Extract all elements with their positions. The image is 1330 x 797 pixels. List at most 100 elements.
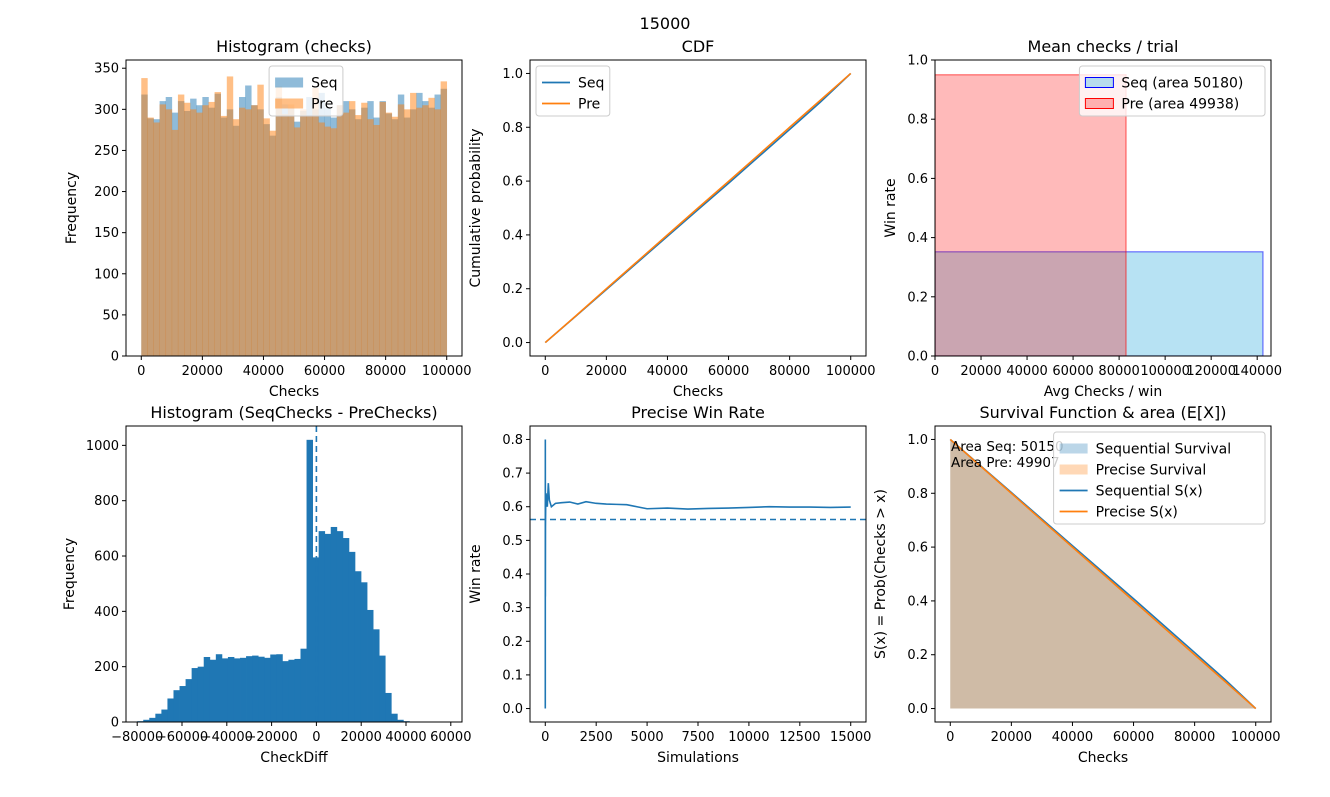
histogram-bar-pre: [410, 92, 417, 356]
histogram-bar-pre: [208, 101, 215, 356]
y-tick-label: 0.4: [502, 228, 523, 243]
histogram-bar-pre: [318, 122, 325, 356]
x-tick-label: 20000: [991, 730, 1032, 745]
legend-entry: Seq: [578, 76, 604, 92]
y-tick-label: 0.2: [502, 635, 523, 650]
histogram-bar: [330, 526, 338, 722]
legend-frame: [1078, 65, 1266, 117]
area-annotation: Area Seq: 50150: [951, 439, 1064, 455]
histogram-bar: [342, 538, 350, 722]
histogram-bar-pre: [300, 109, 307, 356]
histogram-bar-pre: [355, 115, 362, 356]
x-tick-label: 0: [312, 730, 320, 745]
legend-patch-handle: [275, 98, 304, 109]
x-tick-label: 0: [137, 364, 145, 379]
histogram-bar-pre: [348, 101, 356, 356]
histogram-bar: [373, 629, 380, 722]
legend-entry: Precise S(x): [1096, 505, 1178, 521]
histogram-bar-pre: [312, 87, 319, 356]
histogram-bar-pre: [342, 112, 350, 356]
legend-entry: Pre: [578, 97, 600, 113]
histogram-bar-pre: [196, 112, 203, 356]
histogram-bar: [227, 656, 235, 722]
axes-frame: [529, 425, 867, 723]
y-axis-label: Frequency: [62, 538, 78, 610]
legend-frame: [1053, 431, 1266, 525]
y-axis-label: Win rate: [468, 544, 484, 603]
histogram-bar: [161, 709, 168, 722]
x-tick-label: 80000: [769, 364, 810, 379]
cdf-line-pre: [544, 72, 852, 344]
histogram-bar: [185, 679, 193, 722]
axes-frame: [125, 425, 463, 723]
legend-patch-handle: [1084, 98, 1114, 109]
histogram-bar-pre: [226, 76, 234, 356]
x-tick-label: 12500: [779, 730, 820, 745]
legend-entry: Pre (area 49938): [1121, 97, 1239, 113]
subplot-cdf: 0 20000 40000 60000 80000 100000 0.0 0.2 0.4 0.6 0…: [468, 37, 876, 400]
histogram-bar-pre: [159, 104, 167, 356]
x-tick-label: 40000: [385, 730, 426, 745]
x-tick-label: 40000: [243, 364, 284, 379]
y-tick-label: 0.6: [907, 172, 928, 187]
plot-area: [530, 439, 866, 709]
histogram-bar: [246, 656, 253, 722]
legend: Seq Pre: [268, 65, 344, 117]
x-tick-label: 60000: [1052, 364, 1093, 379]
histogram-bar: [173, 690, 180, 722]
y-tick-label: 150: [94, 226, 119, 241]
legend-entry: Sequential Survival: [1096, 442, 1232, 458]
x-tick-label: 100000: [826, 364, 876, 379]
subplot-title: Histogram (checks): [216, 37, 372, 56]
x-tick-label: 40000: [1052, 730, 1093, 745]
subplot-title: Mean checks / trial: [1028, 37, 1179, 56]
y-tick-label: 0.2: [907, 290, 928, 305]
histogram-bar-pre: [177, 94, 185, 356]
histogram-bar: [282, 661, 289, 722]
y-tick-label: 400: [94, 605, 119, 620]
histogram-bar-pre: [251, 105, 258, 356]
legend-entry: Seq (area 50180): [1121, 76, 1243, 92]
x-tick-label: 20000: [960, 364, 1001, 379]
histogram-bar: [252, 655, 259, 722]
y-tick-label: 0.0: [907, 702, 928, 717]
y-tick-label: 600: [94, 550, 119, 565]
legend-entry: Seq: [311, 76, 337, 92]
x-axis-label: Avg Checks / win: [1044, 384, 1163, 400]
histogram-bar-pre: [397, 104, 405, 356]
x-tick-label: 0: [541, 730, 549, 745]
x-tick-label: 15000: [830, 730, 871, 745]
histogram-bar: [149, 717, 156, 722]
histogram-bar-pre: [416, 107, 423, 356]
y-tick-label: 0.2: [502, 282, 523, 297]
histogram-bar: [318, 531, 326, 722]
histogram-bar-pre: [422, 105, 429, 356]
x-tick-label: 0: [931, 364, 939, 379]
legend-entry: Pre: [311, 97, 333, 113]
histogram-bar: [385, 692, 392, 722]
plot-area: [141, 76, 448, 356]
y-tick-label: 0.4: [502, 568, 523, 583]
x-tick-label: 5000: [631, 730, 664, 745]
x-axis-label: Checks: [673, 384, 723, 400]
histogram-bar: [397, 719, 404, 722]
y-tick-label: 0.1: [502, 668, 523, 683]
subplot-hist_diff: −80000−60000−40000−20000 0 20000 40000 60000…: [62, 403, 471, 766]
histogram-bar: [294, 658, 301, 722]
x-tick-label: 100000: [1140, 364, 1190, 379]
x-tick-label: 60000: [1113, 730, 1154, 745]
histogram-bar-pre: [141, 78, 148, 356]
y-tick-label: 100: [94, 267, 119, 282]
histogram-bar-pre: [275, 86, 283, 356]
histogram-bar: [324, 533, 332, 722]
x-tick-label: −80000: [111, 730, 163, 745]
histogram-bar-pre: [385, 112, 393, 356]
x-axis-label: CheckDiff: [260, 750, 328, 766]
histogram-bar: [270, 654, 277, 722]
y-tick-label: 300: [94, 103, 119, 118]
histogram-bar: [197, 666, 205, 722]
y-tick-label: 1000: [86, 439, 119, 454]
x-tick-label: 80000: [1098, 364, 1139, 379]
